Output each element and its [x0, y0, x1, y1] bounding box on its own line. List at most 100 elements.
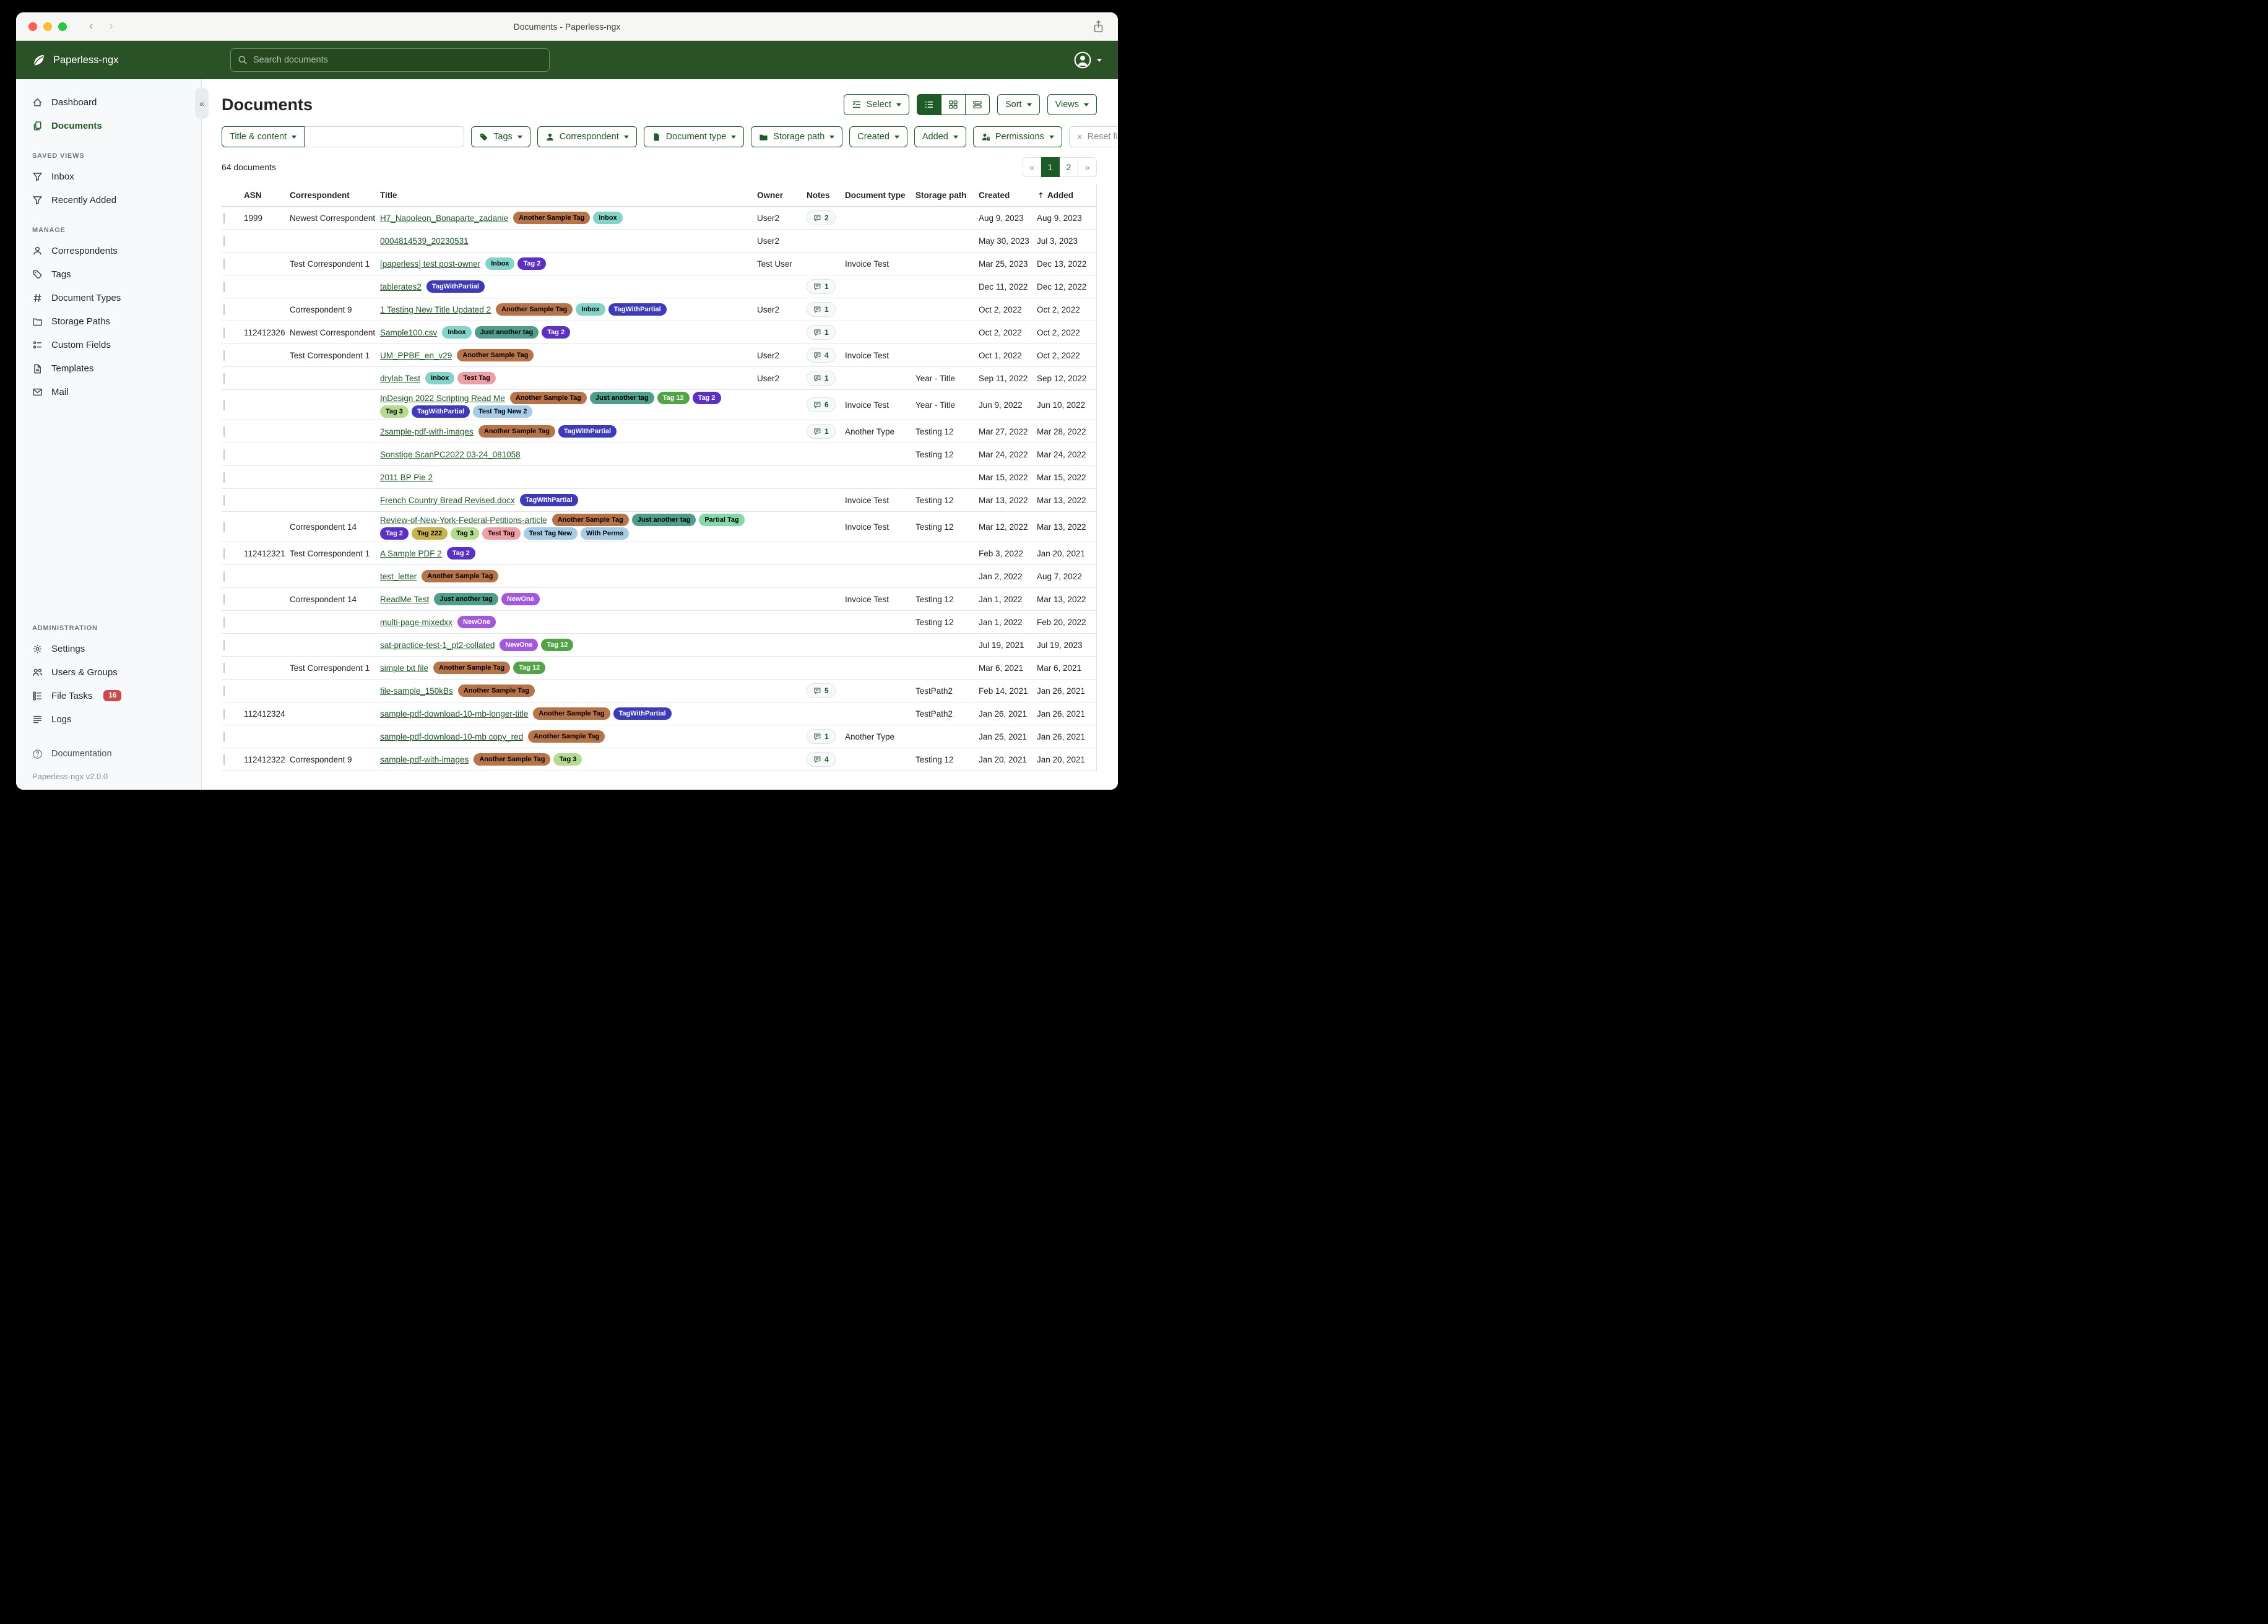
column-header-owner[interactable]: Owner	[757, 191, 807, 200]
sort-button[interactable]: Sort	[997, 94, 1040, 115]
tag-badge[interactable]: Tag 2	[517, 257, 547, 270]
row-checkbox[interactable]	[223, 327, 225, 338]
tag-badge[interactable]: Just another tag	[474, 326, 539, 339]
tag-badge[interactable]: Another Sample Tag	[513, 211, 591, 225]
column-header-asn[interactable]: ASN	[244, 191, 290, 200]
tag-badge[interactable]: Inbox	[485, 257, 515, 270]
user-menu[interactable]	[1073, 51, 1102, 69]
column-header-path[interactable]: Storage path	[915, 191, 979, 200]
permissions-filter-button[interactable]: Permissions	[972, 126, 1062, 147]
tag-badge[interactable]: Another Sample Tag	[422, 570, 499, 583]
column-header-title[interactable]: Title	[380, 191, 757, 200]
sidebar-item-tags[interactable]: Tags	[16, 262, 201, 286]
tag-badge[interactable]: TagWithPartial	[411, 405, 470, 418]
row-checkbox[interactable]	[223, 373, 225, 384]
tag-badge[interactable]: With Perms	[580, 527, 630, 540]
document-title-link[interactable]: 2sample-pdf-with-images	[380, 426, 474, 436]
sidebar-item-settings[interactable]: Settings	[16, 637, 201, 660]
tag-badge[interactable]: TagWithPartial	[558, 425, 617, 438]
list-view-button[interactable]	[916, 94, 941, 115]
sidebar-item-templates[interactable]: Templates	[16, 356, 201, 380]
document-title-link[interactable]: 1 Testing New Title Updated 2	[380, 304, 491, 314]
tag-badge[interactable]: Tag 222	[411, 527, 448, 540]
tag-badge[interactable]: NewOne	[501, 593, 540, 606]
notes-badge[interactable]: 1	[807, 325, 836, 340]
document-title-link[interactable]: Review-of-New-York-Federal-Petitions-art…	[380, 515, 547, 525]
tag-badge[interactable]: Tag 3	[451, 527, 479, 540]
document-title-link[interactable]: [paperless] test post-owner	[380, 259, 481, 269]
row-checkbox[interactable]	[223, 449, 225, 460]
row-checkbox[interactable]	[223, 548, 225, 559]
row-checkbox[interactable]	[223, 708, 225, 719]
notes-badge[interactable]: 6	[807, 397, 836, 413]
title-content-dropdown[interactable]: Title & content	[222, 126, 305, 147]
row-checkbox[interactable]	[223, 731, 225, 742]
row-checkbox[interactable]	[223, 304, 225, 315]
document-type-filter-button[interactable]: Document type	[643, 126, 745, 147]
notes-badge[interactable]: 1	[807, 729, 836, 745]
tag-badge[interactable]: Another Sample Tag	[528, 730, 605, 743]
tag-badge[interactable]: Inbox	[442, 326, 472, 339]
column-header-correspondent[interactable]: Correspondent	[290, 191, 380, 200]
pagination-page-2[interactable]: 2	[1060, 157, 1078, 177]
tag-badge[interactable]: Inbox	[593, 211, 623, 225]
tag-badge[interactable]: Another Sample Tag	[496, 303, 573, 316]
tag-badge[interactable]: Just another tag	[590, 392, 654, 405]
detail-view-button[interactable]	[965, 94, 990, 115]
tag-badge[interactable]: Another Sample Tag	[533, 707, 610, 720]
sidebar-item-logs[interactable]: Logs	[16, 707, 201, 731]
document-title-link[interactable]: sat-practice-test-1_pt2-collated	[380, 640, 495, 650]
document-title-link[interactable]: sample-pdf-download-10-mb-longer-title	[380, 709, 529, 719]
created-filter-button[interactable]: Created	[849, 126, 907, 147]
app-brand[interactable]: Paperless-ngx	[31, 53, 118, 68]
select-button[interactable]: Select	[843, 94, 909, 115]
tag-badge[interactable]: TagWithPartial	[608, 303, 667, 316]
tag-badge[interactable]: Test Tag	[457, 371, 496, 385]
row-checkbox[interactable]	[223, 521, 225, 532]
tag-badge[interactable]: Just another tag	[434, 593, 498, 606]
tag-badge[interactable]: Tag 2	[446, 547, 475, 560]
sidebar-item-custom-fields[interactable]: Custom Fields	[16, 333, 201, 356]
pagination-next[interactable]: »	[1078, 157, 1097, 177]
title-content-input[interactable]	[305, 126, 465, 147]
row-checkbox[interactable]	[223, 754, 225, 765]
row-checkbox[interactable]	[223, 685, 225, 696]
tag-badge[interactable]: Tag 12	[513, 662, 546, 675]
sidebar-item-users-groups[interactable]: Users & Groups	[16, 660, 201, 684]
document-title-link[interactable]: 2011 BP Pie 2	[380, 472, 433, 482]
tag-badge[interactable]: TagWithPartial	[613, 707, 672, 720]
tag-badge[interactable]: Tag 3	[380, 405, 409, 418]
document-title-link[interactable]: drylab Test	[380, 373, 421, 383]
document-title-link[interactable]: file-sample_150kBs	[380, 686, 453, 696]
storage-path-filter-button[interactable]: Storage path	[751, 126, 843, 147]
row-checkbox[interactable]	[223, 616, 225, 628]
sidebar-collapse-button[interactable]: «	[195, 88, 209, 119]
document-title-link[interactable]: 0004814539_20230531	[380, 236, 469, 246]
tag-badge[interactable]: NewOne	[457, 616, 496, 629]
tag-badge[interactable]: Another Sample Tag	[552, 514, 629, 527]
grid-view-button[interactable]	[941, 94, 966, 115]
sidebar-item-document-types[interactable]: Document Types	[16, 286, 201, 309]
column-header-added[interactable]: Added	[1037, 191, 1096, 200]
tag-badge[interactable]: Tag 12	[657, 392, 690, 405]
pagination-prev[interactable]: «	[1023, 157, 1041, 177]
correspondent-filter-button[interactable]: Correspondent	[537, 126, 637, 147]
added-filter-button[interactable]: Added	[914, 126, 966, 147]
row-checkbox[interactable]	[223, 639, 225, 650]
tag-badge[interactable]: TagWithPartial	[519, 494, 578, 507]
global-search[interactable]	[230, 48, 550, 72]
document-title-link[interactable]: French Country Bread Revised.docx	[380, 495, 515, 505]
tag-badge[interactable]: TagWithPartial	[426, 280, 485, 293]
document-title-link[interactable]: sample-pdf-download-10-mb copy_red	[380, 732, 524, 741]
row-checkbox[interactable]	[223, 594, 225, 605]
tag-badge[interactable]: Another Sample Tag	[478, 425, 555, 438]
share-icon[interactable]	[1093, 20, 1104, 33]
document-title-link[interactable]: simple txt file	[380, 663, 429, 673]
tag-badge[interactable]: Partial Tag	[699, 514, 745, 527]
row-checkbox[interactable]	[223, 258, 225, 269]
tag-badge[interactable]: Test Tag New	[523, 527, 578, 540]
notes-badge[interactable]: 2	[807, 210, 836, 225]
tag-badge[interactable]: Just another tag	[631, 514, 696, 527]
tag-badge[interactable]: Tag 2	[542, 326, 571, 339]
back-icon[interactable]: ‹	[89, 19, 93, 33]
